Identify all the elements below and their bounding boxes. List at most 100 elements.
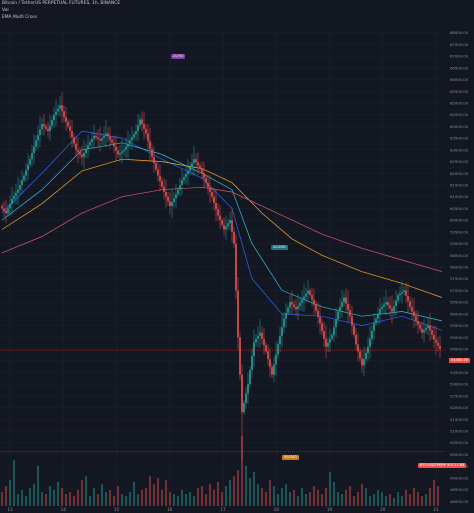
price-axis-tick-label: 54500.00 bbox=[450, 347, 469, 352]
volume-bar bbox=[309, 492, 311, 506]
price-axis-tick-label: 57500.00 bbox=[450, 276, 469, 281]
price-axis-tick-label: 51500.00 bbox=[450, 417, 469, 422]
candle-body bbox=[351, 316, 353, 326]
volume-bar bbox=[161, 490, 163, 506]
candle-body bbox=[27, 164, 29, 171]
candle-body bbox=[195, 159, 197, 163]
candle-body bbox=[41, 124, 43, 130]
candle-body bbox=[215, 202, 217, 210]
price-axis-tick-label: 59500.00 bbox=[450, 229, 469, 234]
candle-body bbox=[255, 338, 257, 342]
candle-body bbox=[345, 297, 347, 304]
price-axis-tick-label: 48500.00 bbox=[450, 487, 469, 492]
candle-body bbox=[317, 310, 319, 317]
candle-body bbox=[315, 304, 317, 311]
candle-body bbox=[115, 146, 117, 151]
candle-body bbox=[191, 163, 193, 168]
candle-body bbox=[289, 302, 291, 308]
candle-body bbox=[127, 143, 129, 147]
volume-bar bbox=[121, 494, 123, 506]
candle-body bbox=[57, 108, 59, 112]
candle-body bbox=[265, 345, 267, 352]
candle-body bbox=[35, 140, 37, 147]
candle-body bbox=[47, 128, 49, 132]
candle-body bbox=[273, 364, 275, 375]
candle-body bbox=[79, 152, 81, 155]
candle-body bbox=[3, 208, 5, 211]
volume-bar bbox=[21, 490, 23, 506]
price-axis-tick-label: 64000.00 bbox=[450, 124, 469, 129]
candle-body bbox=[141, 119, 143, 125]
volume-bar bbox=[369, 496, 371, 506]
candle-body bbox=[431, 330, 433, 335]
candle-body bbox=[399, 293, 401, 296]
volume-bar bbox=[5, 486, 7, 506]
candle-body bbox=[17, 189, 19, 193]
volume-bar bbox=[89, 496, 91, 506]
candle-body bbox=[207, 182, 209, 188]
volume-bar bbox=[289, 492, 291, 506]
candle-body bbox=[177, 189, 179, 195]
price-axis-tick-label: 61500.00 bbox=[450, 182, 469, 187]
volume-bar bbox=[321, 494, 323, 506]
volume-bar bbox=[297, 496, 299, 506]
volume-bar bbox=[373, 494, 375, 506]
date-axis-tick-label: 16 bbox=[167, 507, 173, 512]
candle-body bbox=[163, 186, 165, 193]
volume-bar bbox=[425, 494, 427, 506]
volume-bar bbox=[249, 478, 251, 506]
candle-body bbox=[83, 152, 85, 157]
candle-body bbox=[113, 142, 115, 147]
candle-body bbox=[101, 138, 103, 141]
volume-bar bbox=[265, 492, 267, 506]
candle-body bbox=[347, 303, 349, 310]
volume-bar bbox=[101, 484, 103, 506]
date-axis-tick-label: 18 bbox=[274, 507, 280, 512]
candle-body bbox=[153, 156, 155, 164]
candle-body bbox=[249, 370, 251, 385]
candle-body bbox=[331, 334, 333, 339]
candle-body bbox=[391, 308, 393, 312]
candle-body bbox=[383, 304, 385, 307]
candle-body bbox=[87, 145, 89, 150]
candle-body bbox=[37, 135, 39, 141]
volume-bar bbox=[301, 488, 303, 506]
candle-body bbox=[355, 334, 357, 345]
candle-body bbox=[235, 243, 237, 291]
volume-bar bbox=[41, 492, 43, 506]
candle-body bbox=[209, 187, 211, 193]
candle-body bbox=[99, 138, 101, 141]
candle-body bbox=[25, 170, 27, 176]
candle-body bbox=[385, 302, 387, 305]
volume-bar bbox=[65, 494, 67, 506]
candle-body bbox=[145, 128, 147, 134]
candle-body bbox=[61, 105, 63, 112]
candle-body bbox=[261, 332, 263, 339]
candle-body bbox=[301, 299, 303, 303]
candle-body bbox=[251, 356, 253, 371]
candle-body bbox=[159, 175, 161, 182]
candle-body bbox=[313, 299, 315, 305]
volume-bar bbox=[133, 482, 135, 506]
volume-bar bbox=[293, 490, 295, 506]
volume-bar bbox=[37, 466, 39, 506]
candle-body bbox=[237, 290, 239, 338]
candle-body bbox=[135, 131, 137, 135]
candle-body bbox=[395, 300, 397, 307]
volume-bar bbox=[269, 480, 271, 506]
volume-indicator-label: Vol bbox=[2, 8, 9, 13]
candle-body bbox=[75, 143, 77, 150]
candle-body bbox=[173, 198, 175, 203]
price-axis-tick-label: 49000.00 bbox=[450, 475, 469, 480]
price-axis-tick-label: 52000.00 bbox=[450, 405, 469, 410]
volume-bar bbox=[421, 496, 423, 506]
candle-body bbox=[377, 313, 379, 319]
candle-body bbox=[73, 137, 75, 144]
price-axis-tick-label: 51000.00 bbox=[450, 429, 469, 434]
volume-bar bbox=[129, 492, 131, 506]
candle-body bbox=[183, 177, 185, 181]
candle-body bbox=[109, 136, 111, 140]
volume-bar bbox=[245, 466, 247, 506]
volume-bar bbox=[49, 486, 51, 506]
